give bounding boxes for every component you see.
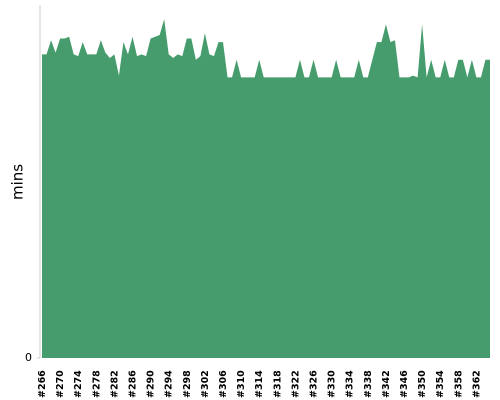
y-axis-label: mins (9, 164, 27, 200)
x-tick-label: #302 (200, 370, 211, 398)
x-tick-label: #278 (91, 370, 102, 398)
x-tick-label: #354 (435, 370, 446, 398)
x-tick-label: #314 (254, 370, 265, 398)
x-tick-label: #310 (236, 370, 247, 398)
x-tick-label: #294 (164, 370, 175, 398)
x-tick-label: #306 (218, 370, 229, 398)
x-tick-label: #298 (182, 370, 193, 398)
x-tick-label: #290 (146, 370, 157, 398)
x-tick-label: #286 (128, 370, 139, 398)
x-tick-label: #362 (471, 370, 482, 398)
x-tick-label: #274 (73, 370, 84, 398)
x-tick-label: #266 (37, 370, 48, 398)
x-tick-label: #330 (327, 370, 338, 398)
x-tick-label: #326 (309, 370, 320, 398)
x-tick-label: #322 (290, 370, 301, 398)
x-tick-label: #270 (55, 370, 66, 398)
area (42, 19, 490, 359)
x-tick-label: #282 (109, 370, 120, 398)
x-tick-label: #318 (272, 370, 283, 398)
x-tick-label: #338 (363, 370, 374, 398)
x-tick-label: #342 (381, 370, 392, 398)
x-tick-label: #350 (417, 370, 428, 398)
x-tick-label: #334 (345, 370, 356, 398)
y-tick-label: 0 (25, 351, 32, 364)
x-tick-label: #346 (399, 370, 410, 398)
x-tick-label: #358 (453, 370, 464, 398)
